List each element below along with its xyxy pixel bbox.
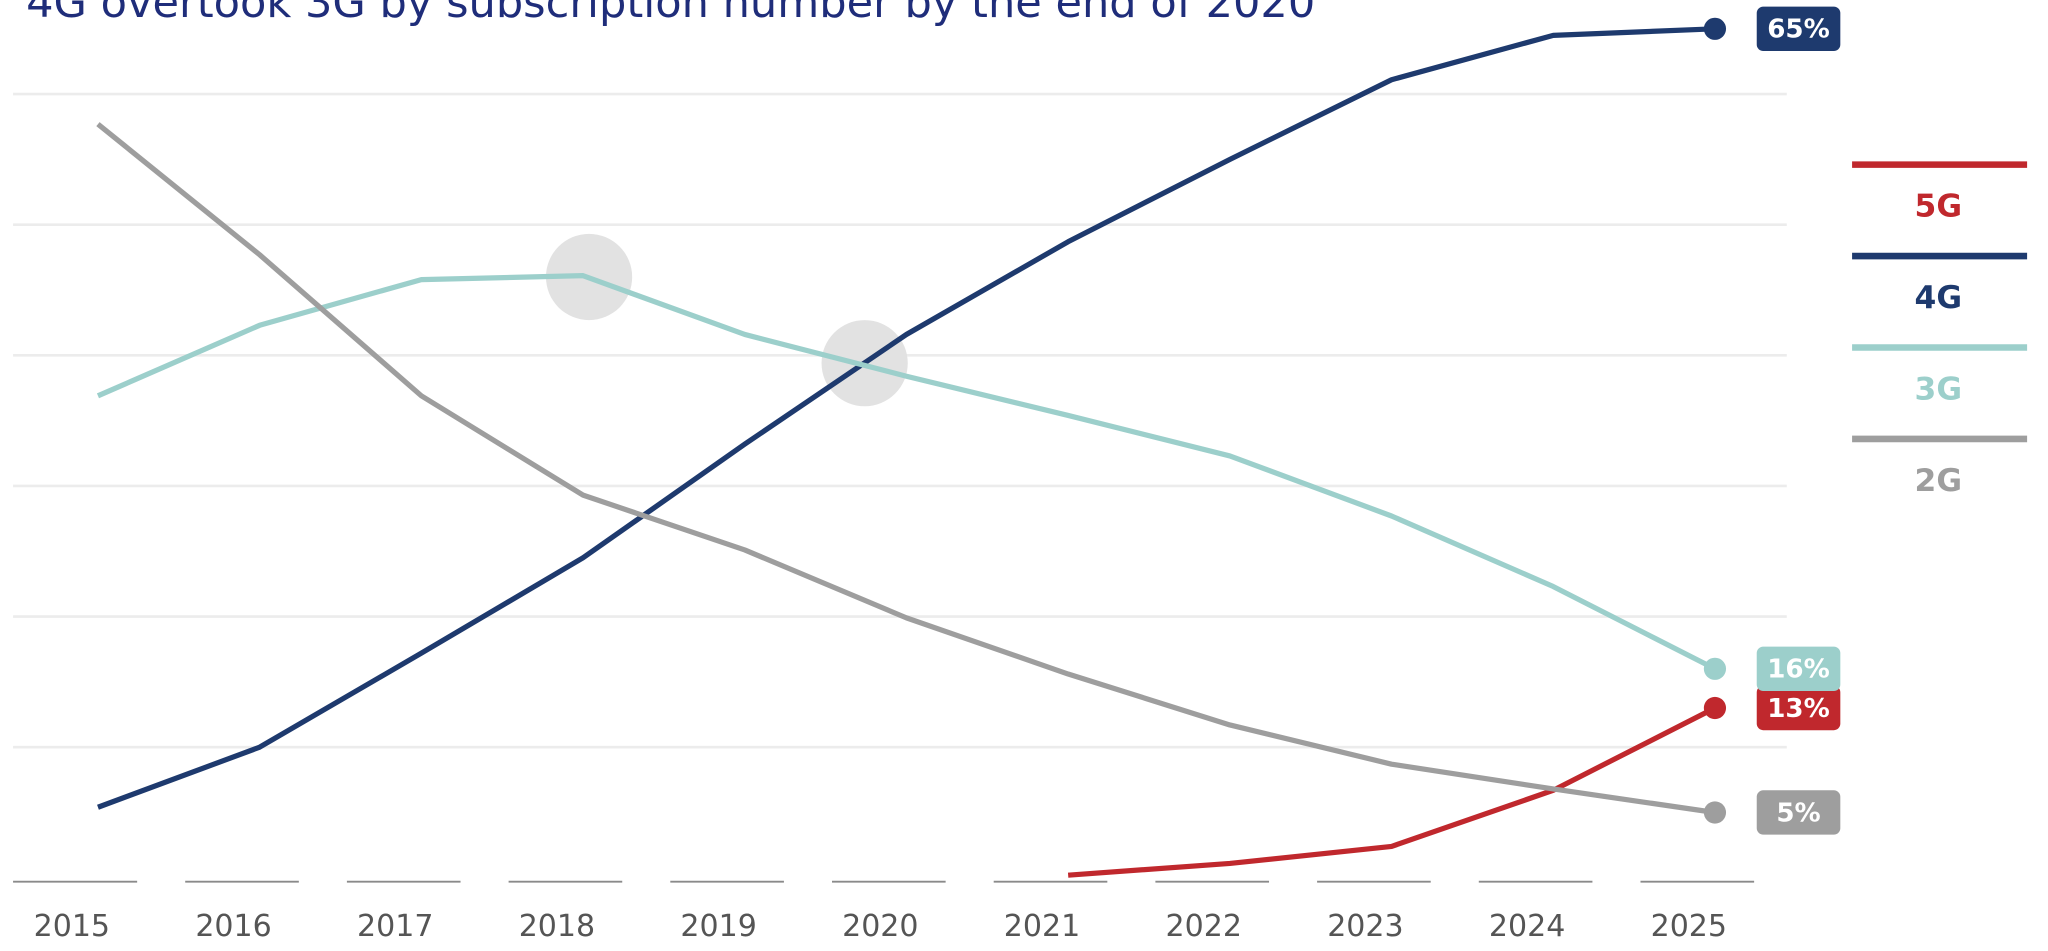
value-label: 16% [1767,655,1830,685]
value-label: 13% [1767,694,1830,724]
series-line [97,26,1716,810]
end-dot [1703,17,1727,40]
x-tick-label: 2016 [195,909,271,944]
end-dot [1703,696,1727,720]
value-badge [1756,790,1841,835]
x-tick-label: 2018 [519,909,595,944]
legend-label: 5G [1915,189,1963,225]
chart-title: 4G overtook 3G by subscription number by… [26,0,1315,28]
x-tick-label: 2020 [842,909,918,944]
legend-label: 4G [1915,280,1963,316]
value-badge [1756,646,1841,692]
x-tick-label: 2023 [1327,909,1403,944]
x-tick-label: 2024 [1489,909,1565,944]
legend-label: 3G [1915,372,1963,408]
end-dot [1703,801,1727,824]
x-tick-label: 2025 [1651,909,1727,944]
x-tick-label: 2017 [357,909,433,944]
series-line [1067,705,1717,878]
value-badge [1756,6,1841,52]
x-tick-label: 2015 [34,909,110,944]
value-label: 65% [1767,15,1830,45]
series-line [96,273,1717,672]
value-label: 5% [1776,798,1820,828]
value-badge [1756,685,1841,731]
x-tick-label: 2019 [680,909,756,944]
x-tick-label: 2022 [1166,909,1242,944]
x-tick-label: 2021 [1004,909,1080,944]
end-dot [1703,657,1727,680]
series-line [96,122,1716,816]
legend-label: 2G [1915,463,1963,499]
